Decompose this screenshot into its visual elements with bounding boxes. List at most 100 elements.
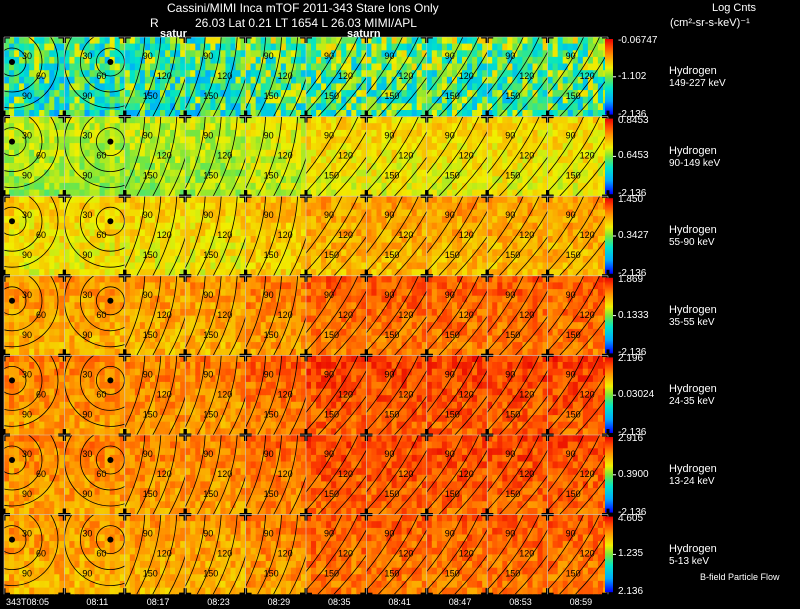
header-r-label: R [150,16,159,30]
contour-label: 150 [566,250,581,260]
contour-label: 90 [505,369,515,379]
contour-label: 120 [338,230,353,240]
contour-label: 120 [217,71,232,81]
contour-label: 120 [157,310,172,320]
contour-label: 150 [203,171,218,181]
contour-label: 30 [82,131,92,141]
contour-label: 30 [22,290,32,300]
contour-label: 30 [82,369,92,379]
image-panel: 30 60 90 [64,196,125,276]
row-energy-range-label: 24-35 keV [669,396,715,408]
image-panel: 90 120 150 [426,116,488,197]
image-panel: 90 120 150 [124,435,186,515]
image-panel: 90 120 150 [426,196,488,276]
contour-label: 120 [157,151,172,161]
legend-units: (cm²-sr-s-keV)⁻¹ [670,17,750,29]
contour-label: 30 [82,529,92,539]
contour-label: 150 [264,330,279,340]
image-panel: 90 120 150 [124,196,186,276]
contour-label: 90 [22,171,32,181]
contour-label: 120 [338,71,353,81]
colorbar [605,357,613,433]
contour-label: 120 [278,230,293,240]
colorbar-mid-label: 0.3900 [618,468,649,480]
image-panel: 90 120 150 [245,355,307,435]
contour-label: 120 [519,310,534,320]
contour-label: 60 [96,310,106,320]
contour-label: 120 [459,389,474,399]
contour-label: 30 [22,449,32,459]
image-panel: 90 120 150 [487,196,548,276]
contour-label: 150 [505,330,520,340]
contour-label: 90 [82,91,92,101]
image-panel: 90 120 150 [487,116,548,197]
x-tick-label: 08:17 [146,597,170,607]
image-panel: 90 120 150 [185,355,246,435]
contour-label: 90 [505,131,515,141]
contour-label: 90 [82,171,92,181]
contour-label: 120 [519,151,534,161]
colorbar [605,437,613,513]
image-panel: 90 120 150 [547,37,608,117]
colorbar-max-label: 2.916 [618,433,644,444]
contour-label: 120 [278,389,293,399]
contour-label: 150 [445,489,460,499]
contour-label: 90 [505,529,515,539]
x-tick-label: 08:53 [509,597,532,607]
contour-label: 120 [157,389,172,399]
image-panel: 90 120 150 [366,116,427,197]
contour-label: 90 [143,131,153,141]
image-panel: 90 120 150 [426,275,488,356]
contour-label: 120 [519,71,534,81]
image-panel: 90 120 150 [124,37,186,117]
contour-label: 90 [505,449,515,459]
contour-label: 150 [505,409,520,419]
contour-label: 90 [384,369,394,379]
image-panel: 90 120 150 [547,116,608,197]
contour-label: 60 [96,549,106,559]
image-panel: 30 60 90 [64,514,125,595]
contour-label: 60 [96,71,106,81]
contour-label: 30 [22,210,32,220]
header-line-2: 26.03 Lat 0.21 LT 1654 L 26.03 MIMI/APL [195,16,417,30]
contour-label: 90 [505,51,515,61]
image-panel: 90 120 150 [245,435,307,515]
colorbar-mid-label: 1.235 [618,548,644,560]
image-panel: 90 120 150 [306,116,367,197]
image-panel: 90 120 150 [547,355,608,435]
image-panel: 30 60 90 [4,116,65,197]
image-panel: 90 120 150 [306,196,367,276]
contour-label: 150 [384,489,399,499]
contour-label: 150 [264,409,279,419]
colorbar-min-label: -2.136 [618,427,647,438]
contour-label: 90 [82,330,92,340]
colorbar-mid-label: 0.1333 [618,309,649,321]
contour-label: 60 [96,151,106,161]
contour-label: 90 [566,369,576,379]
contour-label: 90 [203,369,213,379]
contour-label: 150 [143,250,158,260]
saturn-marker: saturn [347,28,381,40]
contour-label: 120 [519,549,534,559]
contour-label: 90 [22,489,32,499]
contour-label: 90 [445,449,455,459]
contour-label: 150 [143,489,158,499]
contour-label: 60 [36,549,46,559]
contour-label: 30 [22,369,32,379]
image-panel: 90 120 150 [245,275,307,356]
image-panel: 90 120 150 [366,514,427,595]
image-panel: 90 120 150 [185,116,246,197]
contour-label: 120 [580,549,595,559]
row-species-label: Hydrogen [669,303,717,316]
image-panel: 90 120 150 [487,37,548,117]
x-tick-label: 343T08:05 [6,597,50,607]
image-panel: 30 60 90 [4,275,65,356]
contour-label: 60 [36,71,46,81]
image-panel: 90 120 150 [366,435,427,515]
contour-label: 60 [36,310,46,320]
contour-label: 150 [384,409,399,419]
contour-label: 30 [82,51,92,61]
image-panel: 90 120 150 [185,435,246,515]
contour-label: 120 [398,71,413,81]
contour-label: 30 [82,290,92,300]
